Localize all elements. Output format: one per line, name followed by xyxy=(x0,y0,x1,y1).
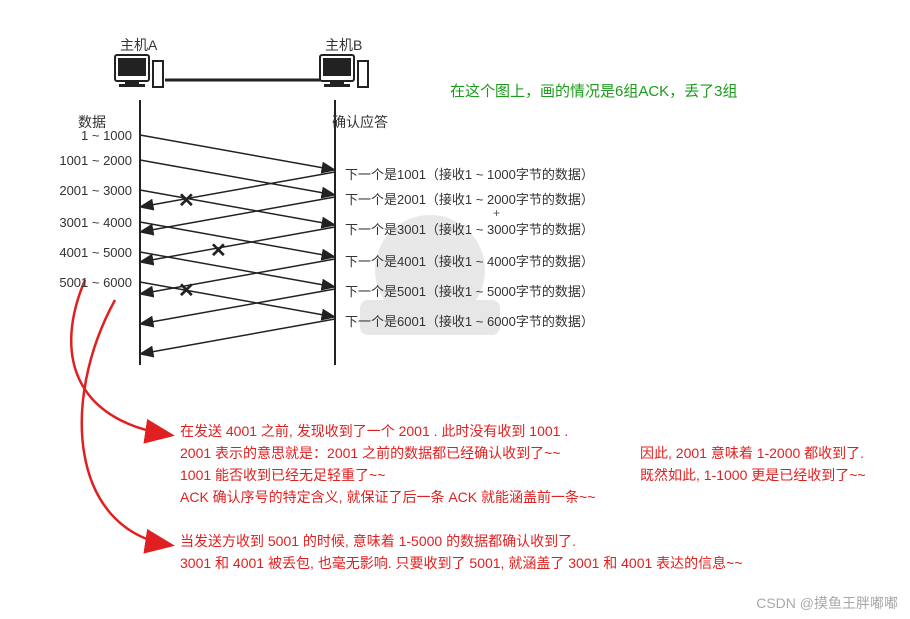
red1-line1: 在发送 4001 之前, 发现收到了一个 2001 . 此时没有收到 1001 … xyxy=(180,420,660,442)
ack-msg-0: 下一个是1001（接收1 ~ 1000字节的数据） xyxy=(345,164,594,183)
cursor-mark: + xyxy=(493,206,500,220)
red-explain-block-2: 当发送方收到 5001 的时候, 意味着 1-5000 的数据都确认收到了. 3… xyxy=(180,530,880,574)
red1-line2: 2001 表示的意思就是：2001 之前的数据都已经确认收到了~~ xyxy=(180,442,660,464)
red-explain-block-1-right: 因此, 2001 意味着 1-2000 都收到了. 既然如此, 1-1000 更… xyxy=(640,442,900,486)
data-seg-4: 4001 ~ 5000 xyxy=(50,245,132,260)
lost-ack-mark-1: ✕ xyxy=(178,188,195,213)
data-seg-1: 1001 ~ 2000 xyxy=(50,153,132,168)
host-a-icon xyxy=(115,55,163,87)
red1-line4: ACK 确认序号的特定含义, 就保证了后一条 ACK 就能涵盖前一条~~ xyxy=(180,486,660,508)
ack-column-header: 确认应答 xyxy=(332,112,388,132)
watermark-text: CSDN @摸鱼王胖嘟嘟 xyxy=(756,593,898,613)
red1r-line2: 既然如此, 1-1000 更是已经收到了~~ xyxy=(640,464,900,486)
data-seg-5: 5001 ~ 6000 xyxy=(50,275,132,290)
host-b-label: 主机B xyxy=(325,35,362,55)
data-seg-0: 1 ~ 1000 xyxy=(50,128,132,143)
lost-ack-mark-4: ✕ xyxy=(178,278,195,303)
green-summary-note: 在这个图上，画的情况是6组ACK，丢了3组 xyxy=(450,80,738,101)
red1-line3: 1001 能否收到已经无足轻重了~~ xyxy=(180,464,660,486)
red-explain-block-1: 在发送 4001 之前, 发现收到了一个 2001 . 此时没有收到 1001 … xyxy=(180,420,660,508)
host-a-label: 主机A xyxy=(120,35,157,55)
ack-msg-4: 下一个是5001（接收1 ~ 5000字节的数据） xyxy=(345,281,594,300)
ack-msg-3: 下一个是4001（接收1 ~ 4000字节的数据） xyxy=(345,251,594,270)
red2-line1: 当发送方收到 5001 的时候, 意味着 1-5000 的数据都确认收到了. xyxy=(180,530,880,552)
data-seg-2: 2001 ~ 3000 xyxy=(50,183,132,198)
data-seg-3: 3001 ~ 4000 xyxy=(50,215,132,230)
host-b-icon xyxy=(320,55,368,87)
ack-msg-5: 下一个是6001（接收1 ~ 6000字节的数据） xyxy=(345,311,594,330)
lost-ack-mark-3: ✕ xyxy=(210,238,227,263)
ack-msg-1: 下一个是2001（接收1 ~ 2000字节的数据） xyxy=(345,189,594,208)
red1r-line1: 因此, 2001 意味着 1-2000 都收到了. xyxy=(640,442,900,464)
red2-line2: 3001 和 4001 被丢包, 也毫无影响. 只要收到了 5001, 就涵盖了… xyxy=(180,552,880,574)
ack-msg-2: 下一个是3001（接收1 ~ 3000字节的数据） xyxy=(345,219,594,238)
